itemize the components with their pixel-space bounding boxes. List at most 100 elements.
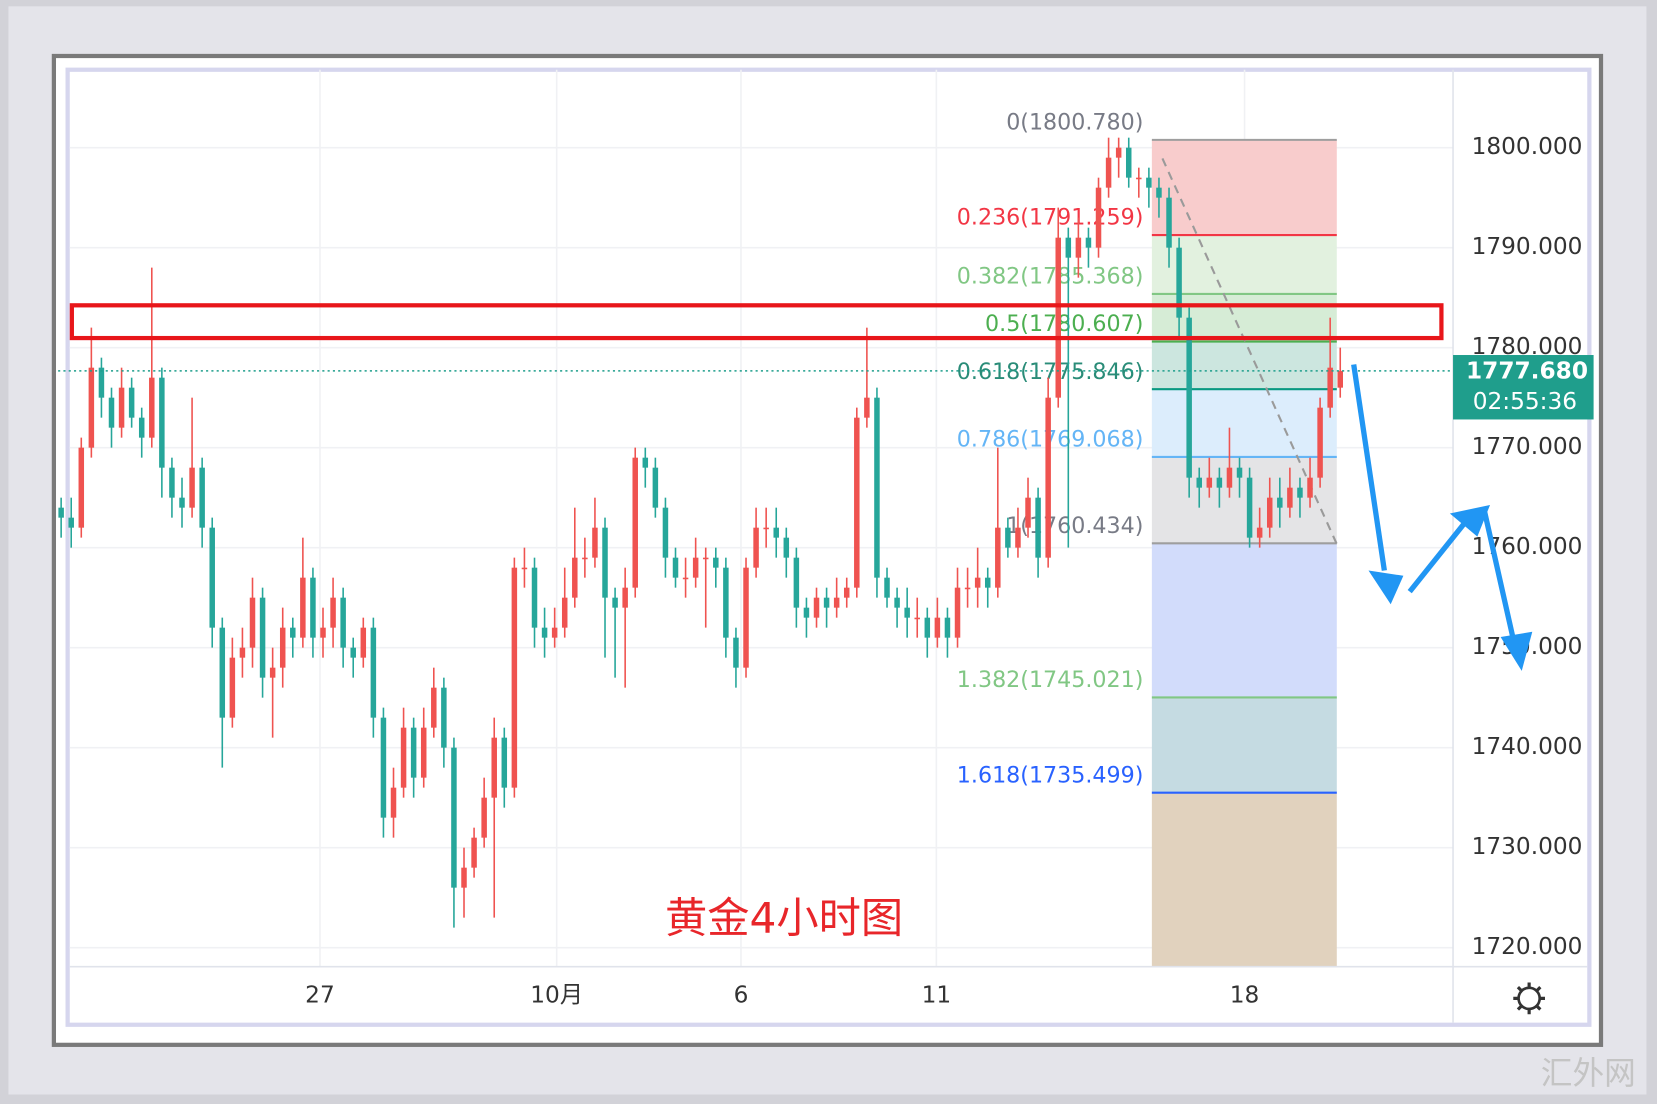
- candle-body: [612, 597, 618, 608]
- candle-body: [138, 417, 145, 438]
- candle-body: [602, 527, 608, 598]
- candle-body: [431, 687, 437, 728]
- candle-body: [461, 867, 467, 888]
- candle-body: [1085, 237, 1092, 248]
- candle-body: [1075, 237, 1082, 258]
- candle-body: [169, 467, 175, 498]
- candle-body: [773, 527, 779, 538]
- fib-level-label: 0.382(1785.368): [957, 264, 1144, 290]
- gear-teeth[interactable]: [1513, 982, 1545, 1015]
- y-tick-label: 1720.000: [1472, 933, 1583, 960]
- candle-body: [934, 617, 941, 638]
- candle-body: [1156, 187, 1162, 198]
- fib-level-label: 1.382(1745.021): [957, 667, 1144, 693]
- axes: 1720.0001730.0001740.0001750.0001760.000…: [58, 69, 1594, 1023]
- candle-body: [491, 737, 497, 798]
- candle-body: [984, 577, 991, 588]
- candle-body: [68, 517, 74, 528]
- candle-body: [350, 647, 356, 658]
- candle-body: [753, 527, 759, 568]
- arrow-shaft: [1482, 511, 1516, 640]
- candle-body: [128, 387, 135, 418]
- candle-body: [823, 597, 830, 608]
- fib-level-label: 0.618(1775.846): [957, 359, 1144, 385]
- candle-body: [783, 537, 790, 558]
- candle-body: [451, 747, 457, 888]
- candle-body: [300, 577, 306, 638]
- fib-zone: [1151, 341, 1337, 390]
- candle-body: [501, 737, 508, 788]
- fib-zone: [1151, 389, 1337, 457]
- y-tick-label: 1770.000: [1472, 433, 1583, 460]
- candle-body: [88, 367, 95, 448]
- candle-body: [733, 637, 739, 668]
- settings-icon[interactable]: [1513, 982, 1545, 1015]
- price-tag-countdown: 02:55:36: [1473, 388, 1577, 415]
- candle-body: [78, 447, 85, 528]
- highlight-box: [69, 303, 1444, 341]
- candle-body: [1105, 157, 1112, 188]
- candle-body: [219, 627, 226, 718]
- candle-body: [692, 557, 699, 578]
- candle-body: [310, 577, 316, 638]
- candle-body: [904, 607, 910, 618]
- candle-body: [954, 587, 961, 638]
- candle-body: [1297, 487, 1303, 498]
- candle-body: [1055, 237, 1061, 398]
- candle-body: [884, 577, 890, 598]
- candle-body: [360, 627, 367, 658]
- inner-frame: [65, 67, 1592, 1027]
- candle-body: [1327, 367, 1333, 408]
- price-tag: [1453, 355, 1594, 420]
- candle-body: [1005, 527, 1011, 548]
- candle-body: [702, 557, 709, 560]
- arrow-head: [1449, 504, 1491, 537]
- candle-body: [713, 557, 719, 568]
- candle-body: [561, 597, 568, 628]
- candle-body: [743, 567, 749, 668]
- candle-body: [340, 597, 346, 648]
- candle-body: [98, 367, 105, 398]
- candle-body: [541, 627, 548, 638]
- candle-body: [1206, 477, 1213, 488]
- candle-body: [662, 507, 669, 558]
- candles: [58, 137, 1343, 928]
- candle-body: [58, 507, 64, 518]
- price-tag-value: 1777.680: [1466, 357, 1588, 384]
- candle-body: [1226, 467, 1233, 488]
- candle-body: [914, 617, 920, 620]
- candle-body: [380, 717, 387, 818]
- candle-body: [521, 567, 528, 570]
- x-tick-label: 10月: [530, 982, 583, 1009]
- frame: [51, 53, 1604, 1047]
- candle-body: [1196, 477, 1202, 488]
- candle-body: [269, 667, 276, 678]
- candle-body: [813, 597, 820, 618]
- fib-retracement: 0(1800.780) 0.236(1791.259) 0.382(1785.368…: [957, 109, 1337, 967]
- candle-body: [874, 397, 880, 578]
- y-tick-label: 1800.000: [1472, 133, 1583, 160]
- candle-body: [511, 567, 518, 788]
- fib-zone: [1151, 792, 1337, 967]
- candle-body: [551, 627, 558, 638]
- candle-body: [290, 627, 296, 638]
- fib-zone: [1151, 139, 1337, 236]
- candle-body: [118, 387, 125, 428]
- candle-body: [320, 627, 326, 638]
- candle-body: [843, 587, 850, 598]
- candle-body: [149, 377, 155, 438]
- candle-body: [259, 597, 266, 678]
- candle-body: [763, 527, 769, 530]
- candle-body: [481, 797, 487, 838]
- candle-body: [189, 467, 195, 508]
- fib-zone: [1151, 543, 1337, 698]
- candle-body: [1136, 177, 1142, 180]
- arrow-shaft: [1351, 364, 1387, 571]
- candle-body: [1115, 147, 1122, 158]
- candle-body: [1287, 487, 1293, 508]
- candle-body: [572, 557, 578, 598]
- candle-body: [1025, 497, 1031, 528]
- candle-body: [1307, 477, 1313, 498]
